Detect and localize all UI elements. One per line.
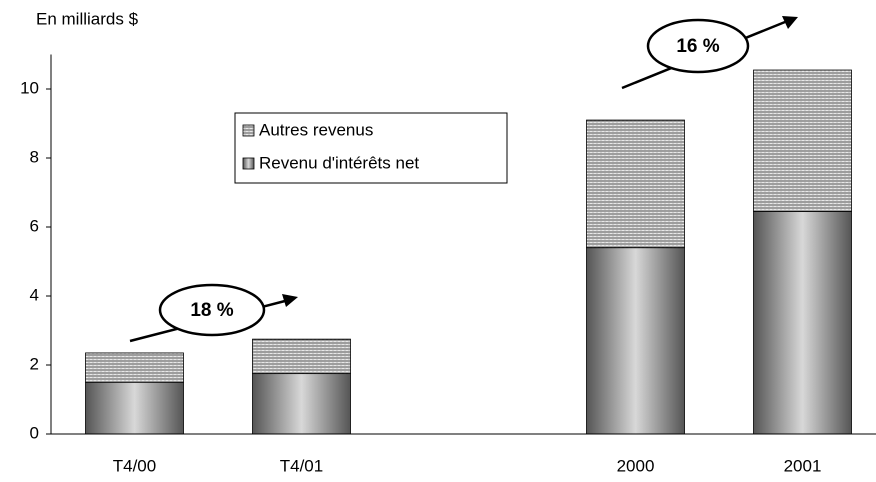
y-tick-label: 10 (20, 78, 39, 97)
bar-segment (753, 69, 852, 212)
annotation-18: 18 % (129, 283, 298, 343)
legend-label: Autres revenus (259, 120, 373, 139)
y-tick-label: 4 (30, 285, 39, 304)
x-tick-label: 2001 (784, 456, 822, 475)
x-tick-label: T4/01 (280, 456, 323, 475)
legend-swatch (242, 124, 255, 137)
bar-segment (586, 119, 685, 249)
annotation-16: 16 % (621, 16, 798, 90)
y-tick-label: 6 (30, 216, 39, 235)
legend-box (234, 112, 508, 184)
x-tick-label: T4/00 (113, 456, 156, 475)
y-tick-label: 8 (30, 147, 39, 166)
y-tick-label: 2 (30, 354, 39, 373)
bar-segment (252, 373, 351, 435)
legend-label: Revenu d'intérêts net (259, 153, 419, 172)
legend: Autres revenus Revenu d'intérêts net (234, 112, 508, 184)
annotation: 16 % (676, 36, 719, 57)
bar-segment (586, 247, 685, 435)
y-axis-label: En milliards $ (36, 9, 139, 28)
x-tick-label: 2000 (617, 456, 655, 475)
y-tick-label: 0 (30, 423, 39, 442)
bar-segment (85, 381, 184, 435)
bar-segment (85, 352, 184, 383)
legend-swatch (242, 157, 255, 170)
bar-segment (252, 338, 351, 375)
annotation: 18 % (190, 300, 233, 321)
bar-segment (753, 211, 852, 435)
